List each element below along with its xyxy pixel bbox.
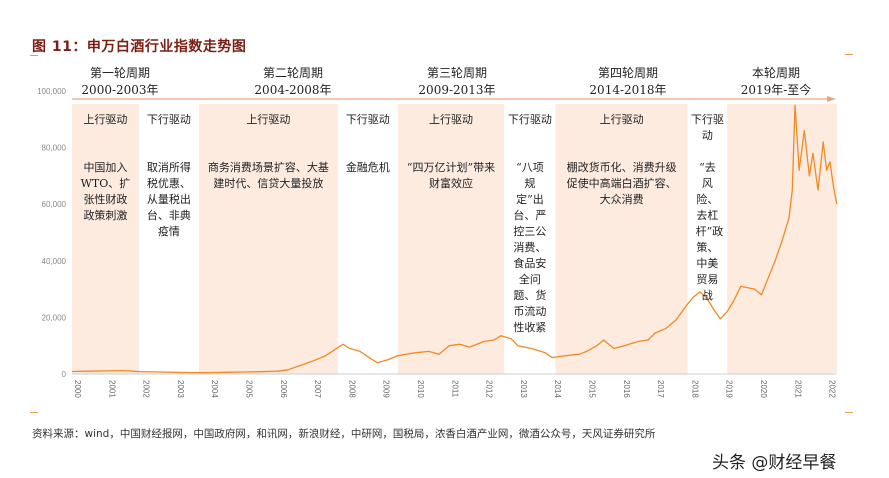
cycle-years: 2000-2003年 — [81, 83, 159, 97]
band-driver-text: 取消所得税优惠、从量税出台、非典疫情 — [146, 161, 191, 238]
x-tick-label: 2018 — [690, 380, 699, 398]
band-driver-label: 上行驱动 — [429, 113, 473, 126]
corner-mark — [30, 55, 38, 56]
corner-mark — [845, 54, 853, 55]
band-driver-label: 上行驱动 — [83, 113, 128, 126]
cycle-header: 第四轮周期 2014-2018年 — [568, 65, 688, 99]
cycle-name: 本轮周期 — [751, 66, 800, 80]
cycle-years: 2009-2013年 — [418, 83, 496, 97]
period-band — [198, 104, 338, 374]
x-tick-label: 2004 — [210, 380, 219, 398]
x-tick-label: 2007 — [313, 380, 322, 398]
x-tick-label: 2022 — [828, 380, 837, 398]
x-tick-label: 2016 — [622, 380, 631, 398]
x-tick-label: 2020 — [759, 380, 768, 398]
cycle-name: 第一轮周期 — [89, 66, 150, 80]
cycle-header: 第一轮周期 2000-2003年 — [60, 65, 180, 99]
x-tick-label: 2013 — [519, 380, 528, 398]
figure-title: 图 11：申万白酒行业指数走势图 — [32, 39, 247, 55]
watermark: 头条 @财经早餐 — [712, 453, 837, 473]
x-tick-label: 2006 — [279, 380, 288, 398]
arrow-head-icon — [827, 96, 836, 102]
x-tick-label: 2015 — [588, 380, 597, 398]
band-driver-label: 下行驱动 — [345, 113, 390, 126]
corner-mark — [845, 412, 853, 413]
y-tick-label: 100,000 — [37, 87, 66, 96]
x-tick-label: 2005 — [245, 380, 254, 398]
index-series-line — [71, 104, 838, 374]
band-driver-label: 下行驱动 — [507, 113, 552, 126]
cycle-header: 第二轮周期 2004-2008年 — [233, 65, 353, 99]
y-tick-label: 20,000 — [42, 313, 67, 322]
x-tick-label: 2012 — [485, 380, 494, 398]
x-tick-label: 2008 — [347, 380, 356, 398]
period-band — [397, 104, 505, 374]
band-driver-label: 上行驱动 — [599, 113, 644, 126]
cycle-name: 第三轮周期 — [426, 66, 487, 80]
x-tick-label: 2014 — [553, 380, 562, 398]
y-tick-label: 80,000 — [42, 144, 67, 153]
x-tick-label: 2009 — [382, 380, 391, 398]
band-driver-text: 金融危机 — [345, 161, 390, 174]
band-driver-text: “去风险、去杠杆”政策、中美贸易战 — [695, 161, 724, 302]
x-tick-label: 2001 — [107, 380, 116, 398]
cycle-header: 第三轮周期 2009-2013年 — [397, 65, 517, 99]
x-tick-label: 2000 — [73, 380, 82, 398]
band-driver-text: 商务消费场景扩容、大基建时代、信贷大量投放 — [207, 161, 329, 190]
cycle-header: 本轮周期 2019年-至今 — [716, 65, 836, 99]
band-driver-label: 下行驱动 — [690, 113, 724, 142]
x-tick-label: 2019 — [725, 380, 734, 398]
x-tick-label: 2017 — [656, 380, 665, 398]
band-driver-text: 中国加入WTO、扩张性财政政策刺激 — [80, 161, 131, 222]
cycle-name: 第四轮周期 — [597, 66, 658, 80]
corner-mark — [30, 412, 38, 413]
x-tick-label: 2010 — [416, 380, 425, 398]
band-driver-text: “八项规定”出台、严控三公消费、食品安全问题、货币流动性收紧 — [513, 161, 547, 334]
band-driver-text: 棚改货币化、消费升级促使中高端白酒扩容、大众消费 — [566, 161, 677, 206]
cycle-name: 第二轮周期 — [262, 66, 323, 80]
band-driver-label: 上行驱动 — [246, 113, 291, 126]
period-band — [555, 104, 688, 374]
band-driver-label: 下行驱动 — [146, 113, 191, 126]
cycle-years: 2019年-至今 — [740, 83, 812, 97]
band-driver-text: “四万亿计划”带来财富效应 — [406, 161, 496, 190]
cycle-years: 2004-2008年 — [254, 83, 332, 97]
source-note: 资料来源：wind，中国财经报网，中国政府网，和讯网，新浪财经，中研网，国税局，… — [32, 428, 656, 440]
y-tick-label: 40,000 — [42, 257, 67, 266]
x-tick-label: 2003 — [176, 380, 185, 398]
x-tick-label: 2011 — [450, 380, 459, 398]
y-tick-label: 0 — [62, 370, 67, 379]
period-band — [72, 104, 139, 374]
cycle-years: 2014-2018年 — [589, 83, 667, 97]
x-tick-label: 2021 — [793, 380, 802, 398]
y-tick-label: 60,000 — [42, 200, 67, 209]
x-tick-label: 2002 — [142, 380, 151, 398]
